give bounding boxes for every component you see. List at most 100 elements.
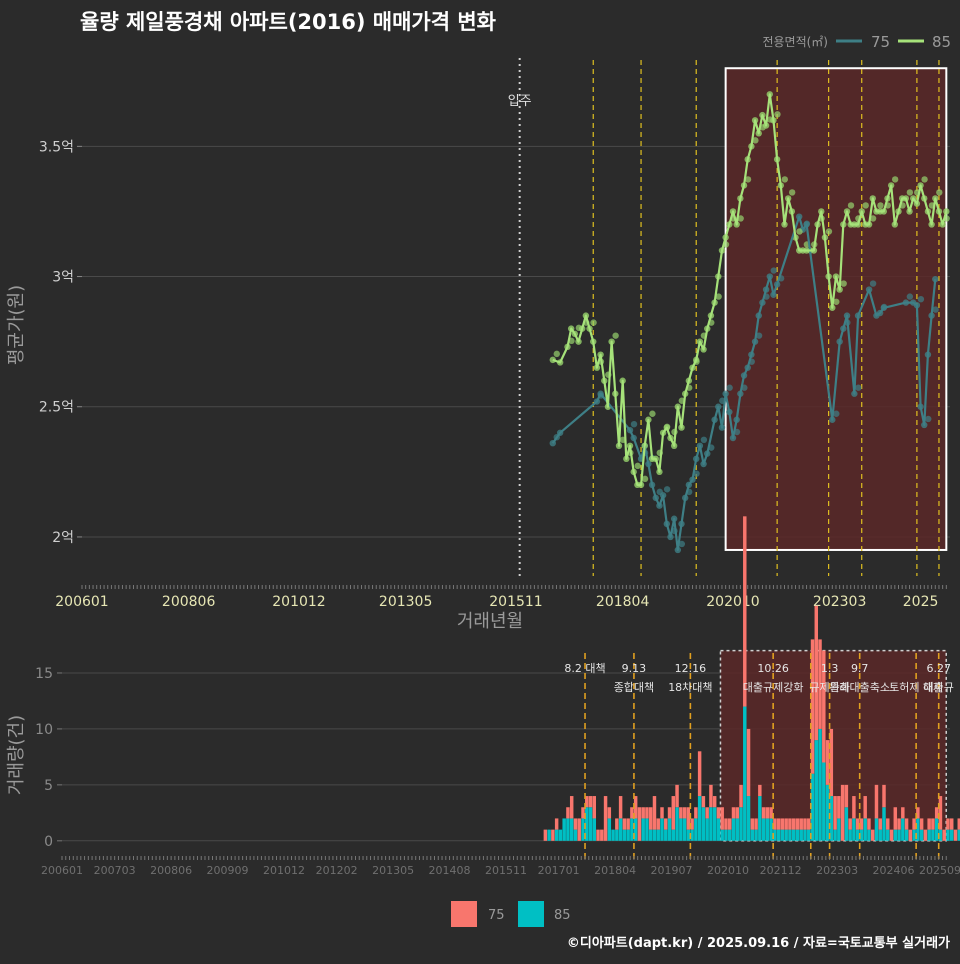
volume-bar-75-79: [840, 784, 845, 841]
volume-bar-85-8: [573, 829, 578, 841]
volume-bar-85-88: [874, 818, 879, 841]
volume-bar-85-66: [791, 829, 796, 841]
price-y-tick-label-3: 3.5억: [39, 139, 74, 155]
volume-bar-85-78: [837, 818, 841, 841]
price-point-85-extra-58: [774, 111, 781, 118]
volume-bar-85-100: [919, 829, 924, 841]
volume-bar-75-91: [886, 818, 890, 830]
volume-bar-85-13: [592, 818, 597, 841]
volume-bar-85-67: [795, 829, 800, 841]
volume-bar-75-22: [626, 818, 630, 830]
volume-bar-75-9: [577, 818, 581, 841]
volume-bar-75-63: [780, 818, 785, 830]
volume-bar-85-22: [626, 829, 630, 841]
volume-bar-75-67: [795, 818, 800, 830]
volume-bar-75-87: [870, 829, 875, 841]
volume-bar-75-42: [701, 796, 706, 808]
volume-bar-75-66: [791, 818, 796, 830]
volume-x-tick-label-8: 201511: [485, 864, 527, 877]
volume-policy-label-2: 12.16: [675, 662, 707, 675]
volume-bar-85-62: [776, 829, 781, 841]
volume-bar-75-72: [814, 605, 819, 741]
volume-x-tick-label-16: 202509: [919, 864, 960, 877]
price-point-75-extra-56: [906, 293, 914, 300]
volume-bar-75-109: [953, 829, 958, 841]
volume-bar-75-47: [720, 807, 724, 830]
price-point-85-extra-102: [936, 189, 943, 196]
volume-bar-75-2: [551, 829, 555, 841]
volume-bar-75-14: [596, 829, 600, 841]
volume-bar-75-33: [667, 807, 672, 819]
volume-bar-75-97: [908, 829, 913, 841]
price-point-75-extra-36: [755, 332, 763, 339]
price-point-85-extra-60: [781, 176, 789, 183]
price-point-85-extra-76: [840, 280, 847, 287]
volume-bar-85-91: [886, 829, 890, 841]
volume-bar-85-45: [712, 807, 717, 841]
volume-bar-75-29: [652, 796, 657, 830]
volume-x-tick-label-11: 201907: [651, 864, 693, 877]
price-point-75-extra-16: [678, 540, 686, 548]
volume-bar-75-8: [573, 818, 578, 830]
volume-bar-75-53: [743, 516, 747, 707]
volume-bar-75-75: [825, 740, 830, 785]
volume-bar-75-80: [844, 784, 849, 808]
volume-bar-75-73: [818, 639, 822, 729]
price-point-75-extra-62: [932, 306, 939, 313]
footer-credit: ©디아파트(dapt.kr) / 2025.09.16 / 자료=국토교통부 실…: [567, 935, 950, 951]
volume-bar-85-30: [656, 829, 660, 841]
volume-x-tick-label-1: 200703: [94, 864, 136, 877]
price-legend: 전용면적(㎡) 75 85: [762, 33, 951, 51]
volume-x-tick-label-0: 200601: [41, 864, 83, 877]
volume-bar-85-31: [660, 818, 664, 841]
volume-bar-85-94: [897, 829, 901, 841]
volume-bar-85-68: [799, 829, 803, 841]
volume-bar-85-34: [671, 829, 676, 841]
volume-legend: 75 85: [451, 901, 571, 927]
volume-bar-75-41: [697, 751, 702, 797]
volume-bar-75-78: [837, 796, 841, 819]
volume-bar-75-52: [739, 784, 743, 808]
volume-bar-85-72: [814, 740, 819, 841]
volume-bar-85-26: [641, 818, 645, 841]
volume-policy-label-1: 9.13: [622, 662, 647, 675]
volume-bar-85-4: [558, 829, 563, 841]
volume-bar-75-84: [859, 818, 864, 830]
price-point-85-extra-48: [737, 215, 744, 222]
volume-bar-85-89: [878, 829, 882, 841]
volume-policy-sublabel-6: 특례대출축소: [829, 681, 890, 694]
volume-bar-85-21: [622, 829, 627, 841]
volume-bar-75-88: [874, 784, 879, 819]
volume-bar-75-24: [633, 796, 638, 819]
volume-bar-85-50: [731, 818, 736, 841]
volume-bar-75-59: [765, 807, 770, 819]
price-point-75-extra-46: [833, 410, 840, 417]
volume-bar-85-84: [859, 829, 864, 841]
volume-bar-75-71: [810, 639, 815, 774]
volume-bar-85-23: [630, 818, 634, 841]
volume-bar-75-19: [615, 818, 619, 830]
volume-bar-75-7: [569, 796, 574, 819]
volume-bar-85-37: [682, 818, 687, 841]
volume-bar-85-71: [810, 773, 815, 841]
volume-bar-75-17: [607, 807, 612, 819]
volume-bar-85-76: [829, 796, 834, 841]
volume-bar-75-57: [758, 784, 762, 797]
volume-bar-85-32: [664, 829, 668, 841]
volume-bar-85-40: [694, 818, 698, 841]
price-point-85-extra-90: [891, 176, 899, 183]
volume-bar-85-102: [927, 829, 931, 841]
volume-policy-sublabel-2: 18차대책: [668, 681, 712, 694]
volume-bar-85-29: [652, 829, 657, 841]
price-point-75-extra-28: [726, 384, 733, 391]
volume-bar-75-11: [585, 796, 589, 808]
volume-bar-85-93: [893, 829, 898, 841]
volume-x-tick-label-6: 201305: [372, 864, 414, 877]
price-point-85-extra-82: [862, 202, 869, 209]
volume-bar-75-32: [664, 818, 668, 830]
price-point-75-extra-22: [700, 436, 708, 444]
volume-policy-label-8: 6.27: [926, 662, 951, 675]
volume-bar-85-86: [867, 829, 871, 841]
volume-bar-85-54: [746, 796, 751, 841]
